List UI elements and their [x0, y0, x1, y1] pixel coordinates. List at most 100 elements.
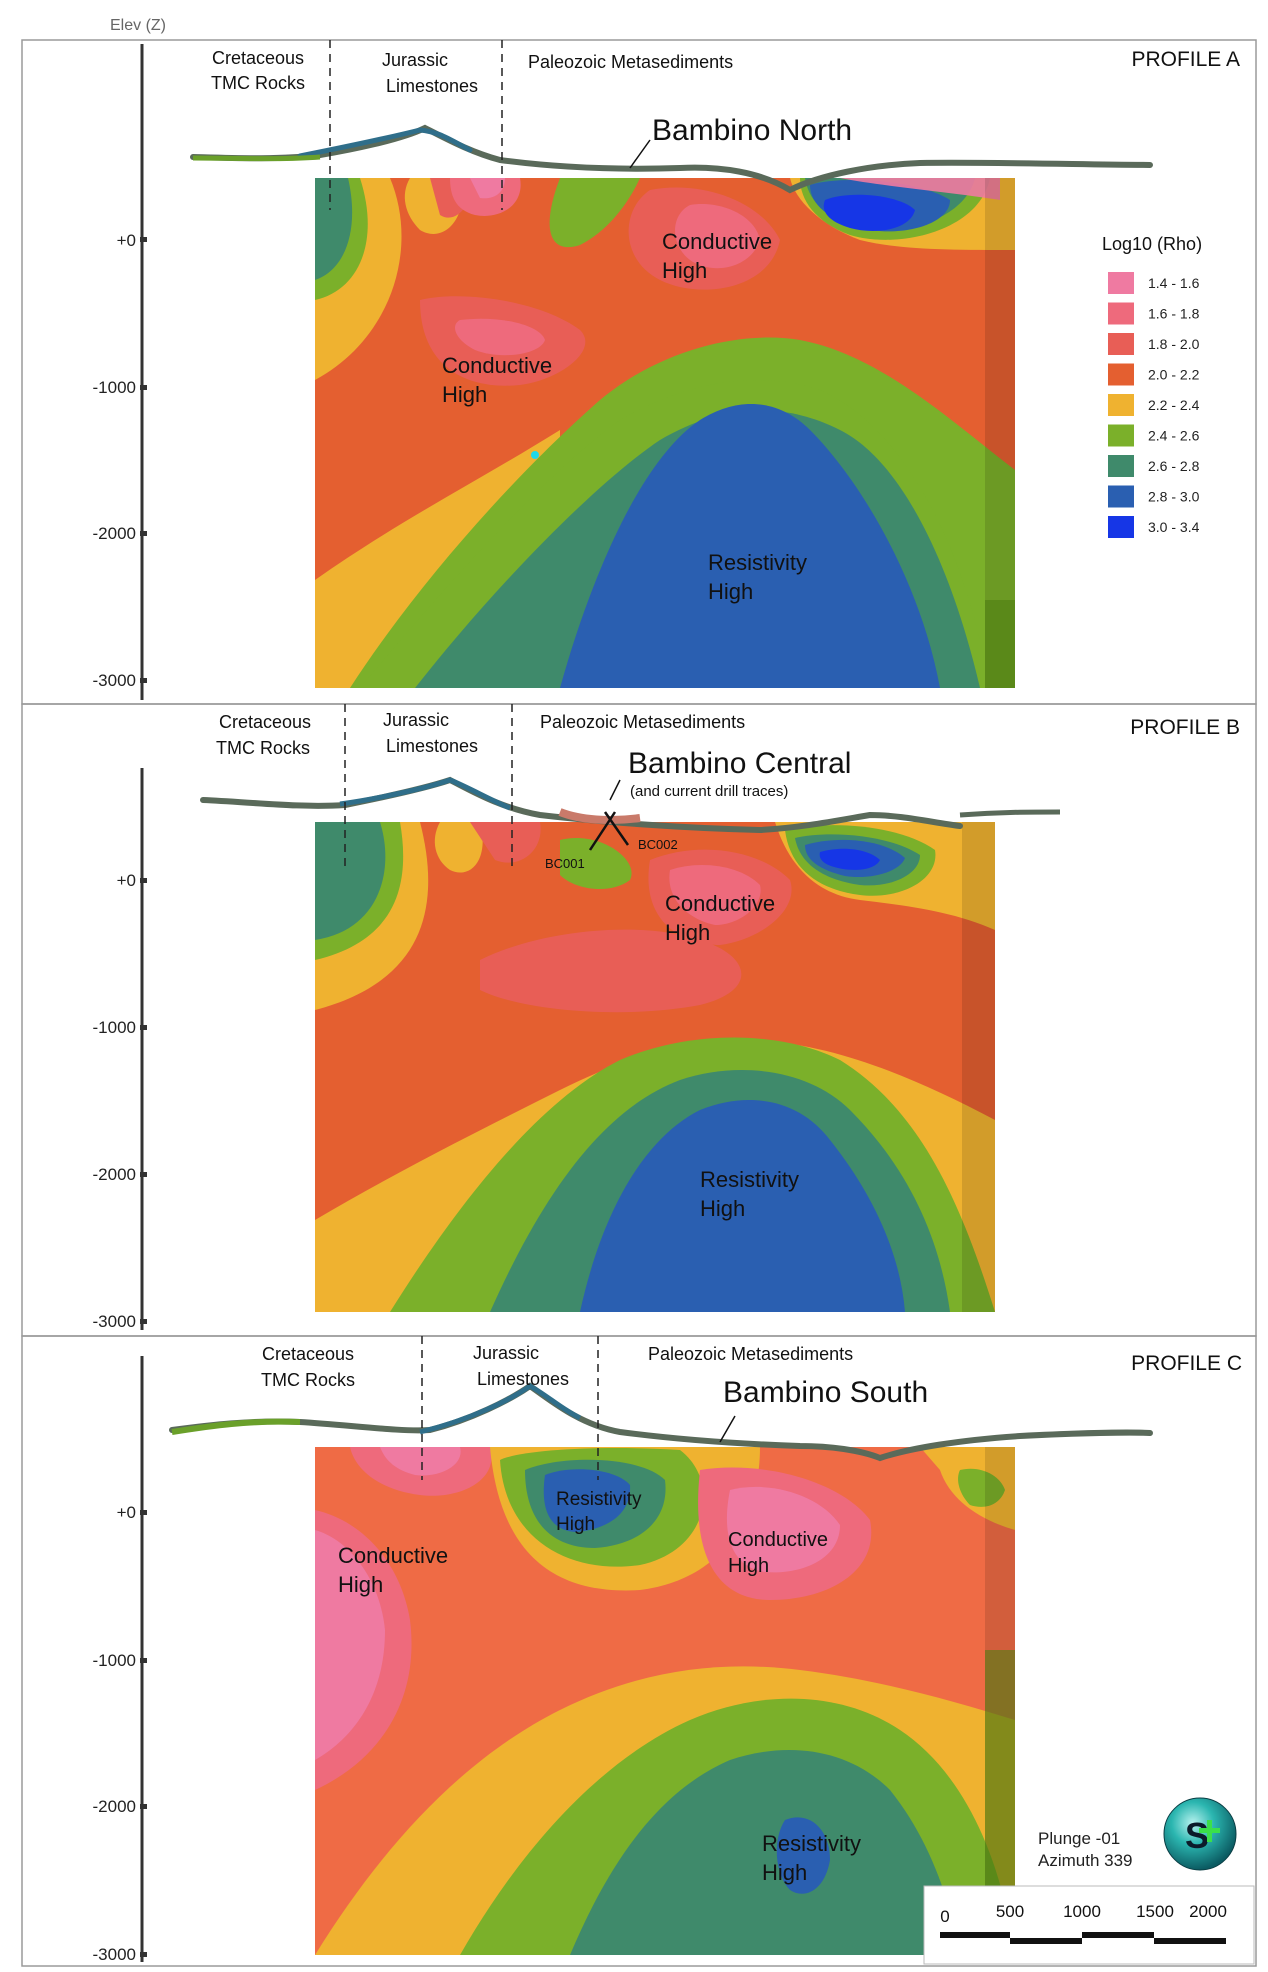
anomaly-label: High [556, 1514, 595, 1535]
legend-label: 1.8 - 2.0 [1148, 336, 1200, 352]
tick-label: +0 [117, 231, 136, 250]
anomaly-label: Conductive [338, 1543, 448, 1568]
anomaly-label: High [338, 1572, 383, 1597]
legend-label: 1.6 - 1.8 [1148, 306, 1200, 322]
azimuth-label: Azimuth 339 [1038, 1851, 1133, 1870]
legend-swatch [1108, 333, 1134, 355]
profile-b-title: PROFILE B [1130, 716, 1240, 739]
tick-label: +0 [117, 1503, 136, 1522]
unit-label-cretaceous-a1: Cretaceous [212, 48, 304, 68]
unit-label-paleozoic-a: Paleozoic Metasediments [528, 52, 733, 72]
tick-mark [140, 1952, 147, 1957]
tick-label: -2000 [93, 1797, 136, 1816]
anomaly-label: Resistivity [556, 1489, 642, 1510]
axis-ticks-b: +0 -1000 -2000 -3000 [93, 871, 147, 1331]
tick-mark [140, 385, 147, 390]
unit-label-jurassic-c1: Jurassic [473, 1343, 539, 1363]
profile-c-target-label: Bambino South [723, 1376, 928, 1409]
legend-title: Log10 (Rho) [1102, 234, 1202, 254]
panel-c-frame [21, 1335, 1257, 1967]
anomaly-label: Resistivity [762, 1831, 861, 1856]
tick-label: -3000 [93, 1312, 136, 1331]
scale-label: 1500 [1136, 1902, 1174, 1921]
drillhole-label-bc001: BC001 [545, 856, 585, 871]
scale-label: 2000 [1189, 1902, 1227, 1921]
view-orientation: Plunge -01 Azimuth 339 [1038, 1829, 1133, 1870]
legend-label: 2.8 - 3.0 [1148, 489, 1200, 505]
legend-swatch [1108, 272, 1134, 294]
anomaly-label: High [665, 920, 710, 945]
anomaly-label: High [700, 1196, 745, 1221]
profile-a-title: PROFILE A [1131, 48, 1240, 71]
legend-label: 3.0 - 3.4 [1148, 519, 1200, 535]
legend-swatch [1108, 485, 1134, 508]
anomaly-label: Conductive [728, 1529, 828, 1551]
legend-swatch [1108, 394, 1134, 416]
legend-label: 1.4 - 1.6 [1148, 275, 1200, 291]
profile-c-title: PROFILE C [1131, 1352, 1242, 1375]
legend-label: 2.6 - 2.8 [1148, 458, 1200, 474]
tick-mark [140, 1804, 147, 1809]
legend-swatch [1108, 455, 1134, 477]
legend-swatch [1108, 516, 1134, 538]
anomaly-label: Resistivity [700, 1167, 799, 1192]
scale-label: 500 [996, 1902, 1024, 1921]
profile-b-target-note: (and current drill traces) [630, 783, 788, 800]
tick-label: -2000 [93, 524, 136, 543]
drillhole-label-bc002: BC002 [638, 837, 678, 852]
anomaly-label: High [728, 1555, 769, 1577]
profile-b-section: Cretaceous TMC Rocks Jurassic Limestones… [200, 704, 1240, 1312]
anomaly-label: Resistivity [708, 550, 807, 575]
company-logo: S [1163, 1797, 1237, 1890]
profile-b-target-label: Bambino Central [628, 747, 851, 780]
tick-label: -2000 [93, 1165, 136, 1184]
scale-bar: 0 500 1000 1500 2000 [923, 1885, 1255, 1965]
anomaly-label: High [708, 579, 753, 604]
unit-label-cretaceous-c2: TMC Rocks [261, 1370, 355, 1390]
tick-label: -1000 [93, 1651, 136, 1670]
resistivity-legend: Log10 (Rho) 1.4 - 1.6 1.6 - 1.8 1.8 - 2.0 2… [1102, 234, 1202, 538]
tick-mark [140, 878, 147, 883]
anomaly-label: Conductive [665, 891, 775, 916]
anomaly-label: High [762, 1860, 807, 1885]
legend-label: 2.4 - 2.6 [1148, 428, 1200, 444]
tick-label: -1000 [93, 1018, 136, 1037]
unit-label-cretaceous-b1: Cretaceous [219, 712, 311, 732]
profile-c-section: Cretaceous TMC Rocks Jurassic Limestones… [169, 1336, 1242, 1955]
legend-label: 2.2 - 2.4 [1148, 397, 1200, 413]
unit-label-jurassic-a2: Limestones [386, 76, 478, 96]
unit-label-cretaceous-b2: TMC Rocks [216, 738, 310, 758]
logo-letter: S [1185, 1815, 1209, 1856]
unit-label-jurassic-c2: Limestones [477, 1369, 569, 1389]
tick-mark [140, 1510, 147, 1515]
axis-ticks-c: +0 -1000 -2000 -3000 [93, 1503, 147, 1964]
tick-mark [140, 531, 147, 536]
tick-mark [140, 1025, 147, 1030]
tick-mark [140, 237, 147, 242]
unit-label-jurassic-b2: Limestones [386, 736, 478, 756]
tick-mark [140, 1658, 147, 1663]
unit-label-paleozoic-b: Paleozoic Metasediments [540, 712, 745, 732]
anomaly-label: Conductive [442, 353, 552, 378]
anomaly-label: High [442, 382, 487, 407]
tick-mark [140, 1319, 147, 1324]
elev-axis-title: Elev (Z) [110, 17, 166, 34]
tick-label: -1000 [93, 378, 136, 397]
profile-a-target-label: Bambino North [652, 114, 852, 147]
tick-mark [140, 1172, 147, 1177]
topography-line-a [190, 124, 1153, 194]
unit-label-jurassic-b1: Jurassic [383, 710, 449, 730]
scale-label: 1000 [1063, 1902, 1101, 1921]
tick-mark [140, 678, 147, 683]
legend-swatch [1108, 424, 1134, 447]
plunge-label: Plunge -01 [1038, 1829, 1120, 1848]
tick-label: -3000 [93, 671, 136, 690]
anomaly-label: High [662, 258, 707, 283]
unit-label-paleozoic-c: Paleozoic Metasediments [648, 1344, 853, 1364]
axis-ticks-a: +0 -1000 -2000 -3000 [93, 231, 147, 690]
unit-label-jurassic-a1: Jurassic [382, 50, 448, 70]
legend-label: 2.0 - 2.2 [1148, 367, 1200, 383]
unit-label-cretaceous-c1: Cretaceous [262, 1344, 354, 1364]
legend-swatch [1108, 363, 1134, 386]
